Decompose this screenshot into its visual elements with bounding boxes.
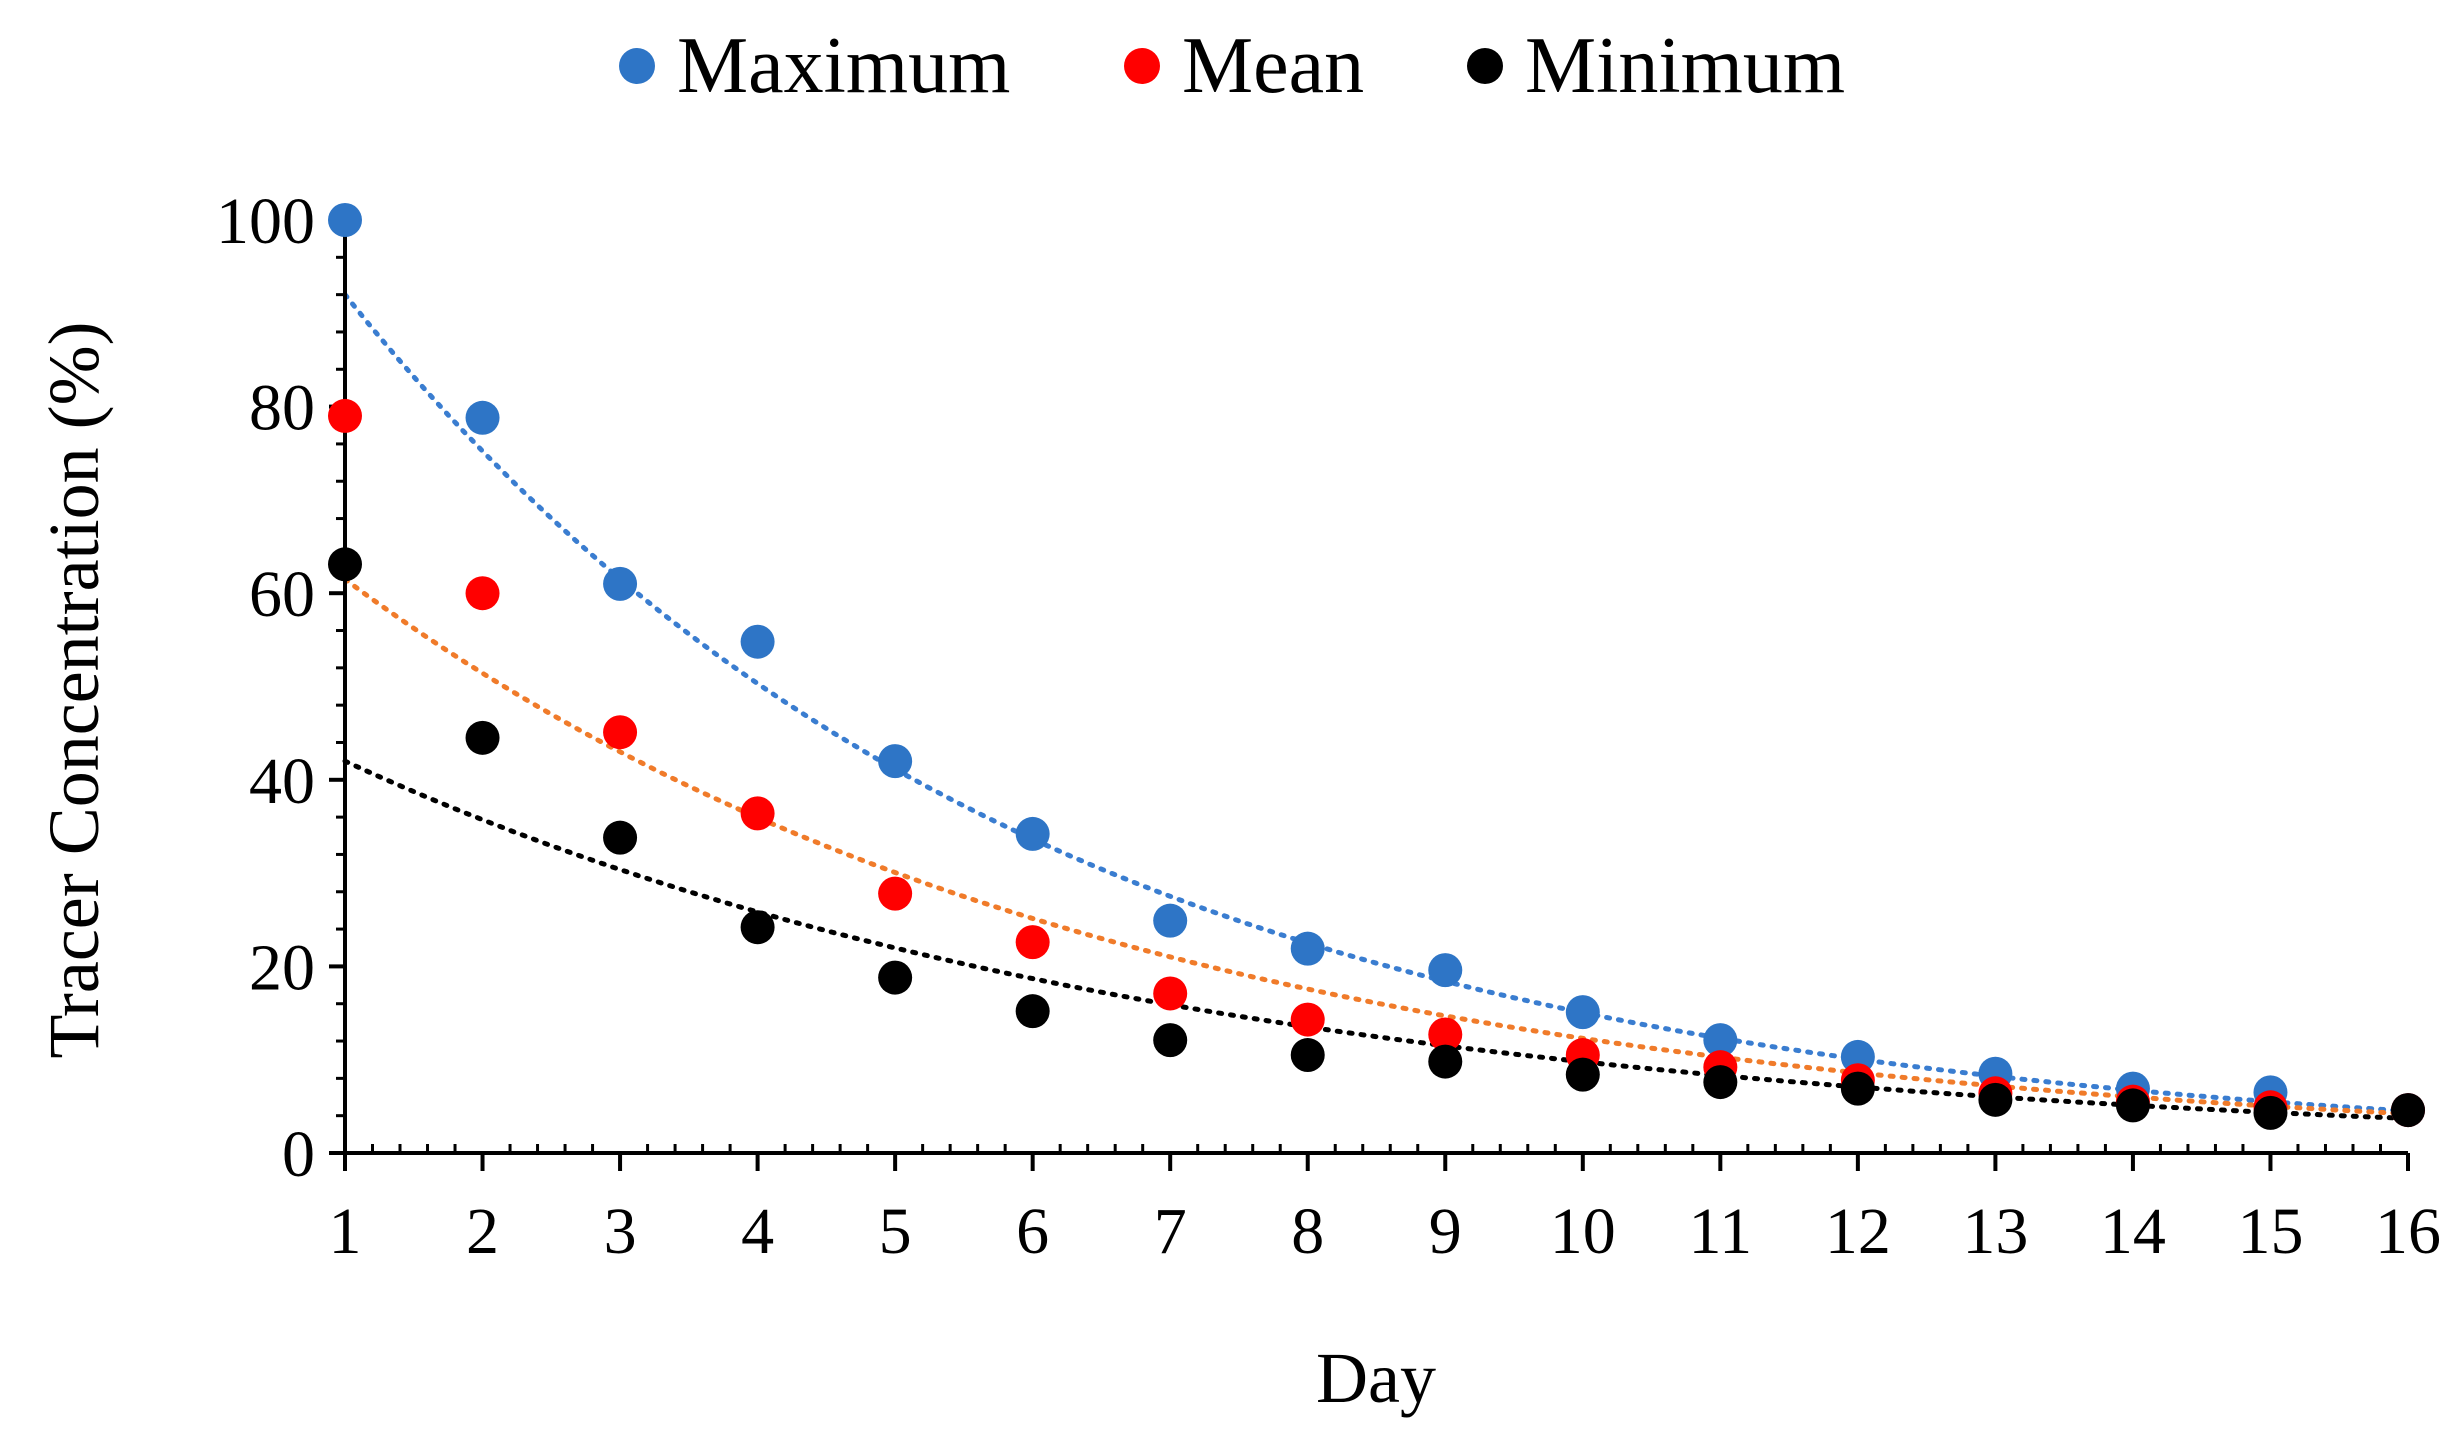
- trendline-mean: [342, 576, 2411, 1117]
- point-minimum-day-16: [2391, 1093, 2425, 1128]
- point-maximum-day-11: [1703, 1023, 1738, 1058]
- point-maximum-day-8: [1290, 931, 1325, 966]
- point-minimum-day-15: [2253, 1095, 2288, 1130]
- x-tick-label-8: 8: [1291, 1195, 1324, 1268]
- legend-marker-maximum: [619, 48, 655, 84]
- point-maximum-day-4: [740, 624, 775, 659]
- point-maximum-day-10: [1565, 995, 1600, 1030]
- x-ticks: 1 2 3 4 5 6 7 8 9 10 11 12 13 14 15 16: [329, 1144, 2441, 1268]
- y-tick-label-60: 60: [249, 558, 315, 631]
- legend-marker-mean: [1124, 48, 1160, 84]
- point-minimum-day-11: [1703, 1065, 1738, 1100]
- x-tick-label-5: 5: [879, 1195, 912, 1268]
- point-minimum-day-5: [878, 960, 913, 995]
- x-tick-label-15: 15: [2237, 1195, 2303, 1268]
- y-tick-label-20: 20: [249, 931, 315, 1004]
- legend-marker-minimum: [1467, 48, 1503, 84]
- point-mean-day-7: [1153, 976, 1188, 1011]
- point-maximum-day-5: [878, 744, 913, 779]
- point-minimum-day-12: [1840, 1071, 1875, 1106]
- point-minimum-day-10: [1565, 1057, 1600, 1092]
- legend-label-maximum: Maximum: [677, 22, 1010, 110]
- x-tick-label-14: 14: [2100, 1195, 2166, 1268]
- x-tick-label-3: 3: [604, 1195, 637, 1268]
- legend-label-minimum: Minimum: [1525, 22, 1845, 110]
- point-maximum-day-9: [1428, 953, 1463, 988]
- y-tick-label-0: 0: [282, 1118, 315, 1191]
- y-tick-label-80: 80: [249, 372, 315, 445]
- point-minimum-day-7: [1153, 1023, 1188, 1058]
- point-minimum-day-8: [1290, 1038, 1325, 1073]
- point-minimum-day-4: [740, 910, 775, 945]
- point-minimum-day-3: [603, 820, 638, 855]
- point-minimum-day-1: [328, 547, 362, 582]
- x-tick-label-11: 11: [1689, 1195, 1753, 1268]
- point-mean-day-5: [878, 876, 913, 911]
- point-maximum-day-12: [1840, 1039, 1875, 1074]
- legend: Maximum Mean Minimum: [619, 22, 1845, 110]
- point-mean-day-9: [1428, 1017, 1463, 1052]
- x-axis-title: Day: [1316, 1338, 1436, 1418]
- x-tick-label-9: 9: [1429, 1195, 1462, 1268]
- point-maximum-day-7: [1153, 903, 1188, 938]
- x-tick-label-12: 12: [1825, 1195, 1891, 1268]
- point-mean-day-2: [465, 576, 500, 611]
- x-tick-label-7: 7: [1154, 1195, 1187, 1268]
- point-mean-day-4: [740, 796, 775, 831]
- point-minimum-day-13: [1978, 1082, 2013, 1117]
- x-tick-label-16: 16: [2375, 1195, 2441, 1268]
- point-minimum-day-14: [2115, 1088, 2150, 1123]
- axes: [343, 220, 2408, 1155]
- x-tick-label-10: 10: [1550, 1195, 1616, 1268]
- point-minimum-day-9: [1428, 1044, 1463, 1079]
- point-maximum-day-2: [465, 400, 500, 435]
- data-points: [328, 203, 2425, 1130]
- x-tick-label-13: 13: [1962, 1195, 2028, 1268]
- y-axis-title: Tracer Concentration (%): [34, 321, 114, 1058]
- y-tick-label-40: 40: [249, 745, 315, 818]
- y-ticks: 0 20 40 60 80 100: [216, 185, 345, 1191]
- legend-label-mean: Mean: [1182, 22, 1364, 110]
- point-maximum-day-6: [1015, 816, 1050, 851]
- point-mean-day-1: [328, 398, 362, 433]
- trendlines: [342, 292, 2411, 1121]
- point-maximum-day-1: [328, 203, 362, 237]
- x-tick-label-6: 6: [1016, 1195, 1049, 1268]
- point-mean-day-6: [1015, 925, 1050, 960]
- point-maximum-day-3: [603, 566, 638, 601]
- trendline-minimum: [342, 758, 2411, 1121]
- point-mean-day-3: [603, 715, 638, 750]
- point-minimum-day-6: [1015, 994, 1050, 1029]
- x-tick-label-2: 2: [466, 1195, 499, 1268]
- x-tick-label-1: 1: [329, 1195, 362, 1268]
- x-tick-label-4: 4: [741, 1195, 774, 1268]
- point-minimum-day-2: [465, 720, 500, 755]
- y-tick-label-100: 100: [216, 185, 315, 258]
- trendline-maximum: [342, 292, 2411, 1114]
- point-mean-day-8: [1290, 1002, 1325, 1037]
